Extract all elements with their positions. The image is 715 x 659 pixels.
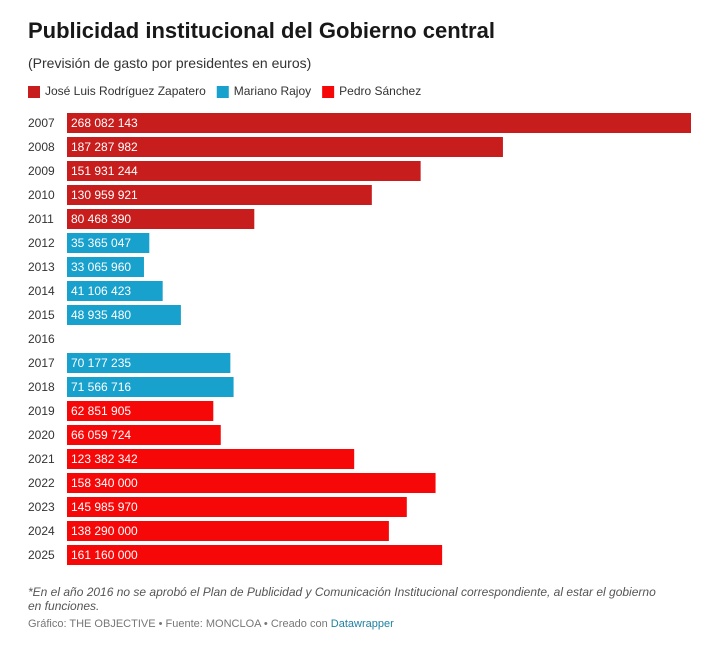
bar — [67, 521, 389, 541]
source-text: Gráfico: THE OBJECTIVE • Fuente: MONCLOA… — [28, 618, 328, 630]
bar — [67, 545, 443, 565]
bar — [67, 257, 144, 277]
chart-title: Publicidad institucional del Gobierno ce… — [28, 18, 495, 43]
bar — [67, 401, 214, 421]
y-tick-label: 2015 — [28, 308, 55, 322]
y-tick-label: 2016 — [28, 332, 55, 346]
bar — [67, 353, 231, 373]
y-tick-label: 2024 — [28, 524, 55, 538]
bar — [67, 305, 181, 325]
value-label: 33 065 960 — [71, 260, 131, 274]
value-label: 48 935 480 — [71, 308, 131, 322]
value-label: 268 082 143 — [71, 116, 138, 130]
value-label: 158 340 000 — [71, 476, 138, 490]
legend-label: Pedro Sánchez — [339, 84, 421, 98]
y-tick-label: 2009 — [28, 164, 55, 178]
value-label: 161 160 000 — [71, 548, 138, 562]
value-label: 70 177 235 — [71, 356, 131, 370]
value-label: 62 851 905 — [71, 404, 131, 418]
legend-label: José Luis Rodríguez Zapatero — [45, 84, 206, 98]
bar — [67, 185, 372, 205]
legend-swatch — [322, 86, 335, 98]
y-tick-label: 2010 — [28, 188, 55, 202]
y-tick-label: 2021 — [28, 452, 55, 466]
y-tick-label: 2014 — [28, 284, 55, 298]
y-tick-label: 2013 — [28, 260, 55, 274]
y-tick-label: 2020 — [28, 428, 55, 442]
y-tick-label: 2017 — [28, 356, 55, 370]
bar — [67, 377, 234, 397]
y-tick-label: 2007 — [28, 116, 55, 130]
value-label: 138 290 000 — [71, 524, 138, 538]
bar — [67, 281, 163, 301]
value-label: 35 365 047 — [71, 236, 131, 250]
y-tick-label: 2011 — [28, 212, 54, 226]
bar — [67, 425, 221, 445]
y-tick-label: 2012 — [28, 236, 55, 250]
value-label: 71 566 716 — [71, 380, 131, 394]
bar — [67, 449, 355, 469]
chart-subtitle: (Previsión de gasto por presidentes en e… — [28, 55, 312, 71]
bar — [67, 473, 436, 493]
y-tick-label: 2008 — [28, 140, 55, 154]
value-label: 80 468 390 — [71, 212, 131, 226]
bar — [67, 233, 150, 253]
y-tick-label: 2018 — [28, 380, 55, 394]
bar — [67, 497, 407, 517]
footnote: *En el año 2016 no se aprobó el Plan de … — [28, 585, 656, 613]
value-label: 130 959 921 — [71, 188, 138, 202]
chart: José Luis Rodríguez Zapatero Mariano Rajo… — [28, 84, 691, 565]
bar — [67, 161, 421, 181]
legend-swatch — [28, 86, 40, 98]
value-label: 41 106 423 — [71, 284, 131, 298]
value-label: 187 287 982 — [71, 140, 138, 154]
value-label: 123 382 342 — [71, 452, 138, 466]
bar — [67, 209, 255, 229]
bar — [67, 113, 691, 133]
y-tick-label: 2023 — [28, 500, 55, 514]
y-tick-label: 2022 — [28, 476, 55, 490]
legend-swatch — [216, 86, 229, 98]
source: Gráfico: THE OBJECTIVE • Fuente: MONCLOA… — [28, 618, 394, 630]
y-tick-label: 2025 — [28, 548, 55, 562]
credit-link[interactable]: Datawrapper — [330, 618, 394, 630]
value-label: 145 985 970 — [71, 500, 138, 514]
bar — [67, 137, 503, 157]
y-tick-label: 2019 — [28, 404, 55, 418]
legend-label: Mariano Rajoy — [234, 84, 311, 98]
value-label: 66 059 724 — [71, 428, 131, 442]
value-label: 151 931 244 — [71, 164, 138, 178]
